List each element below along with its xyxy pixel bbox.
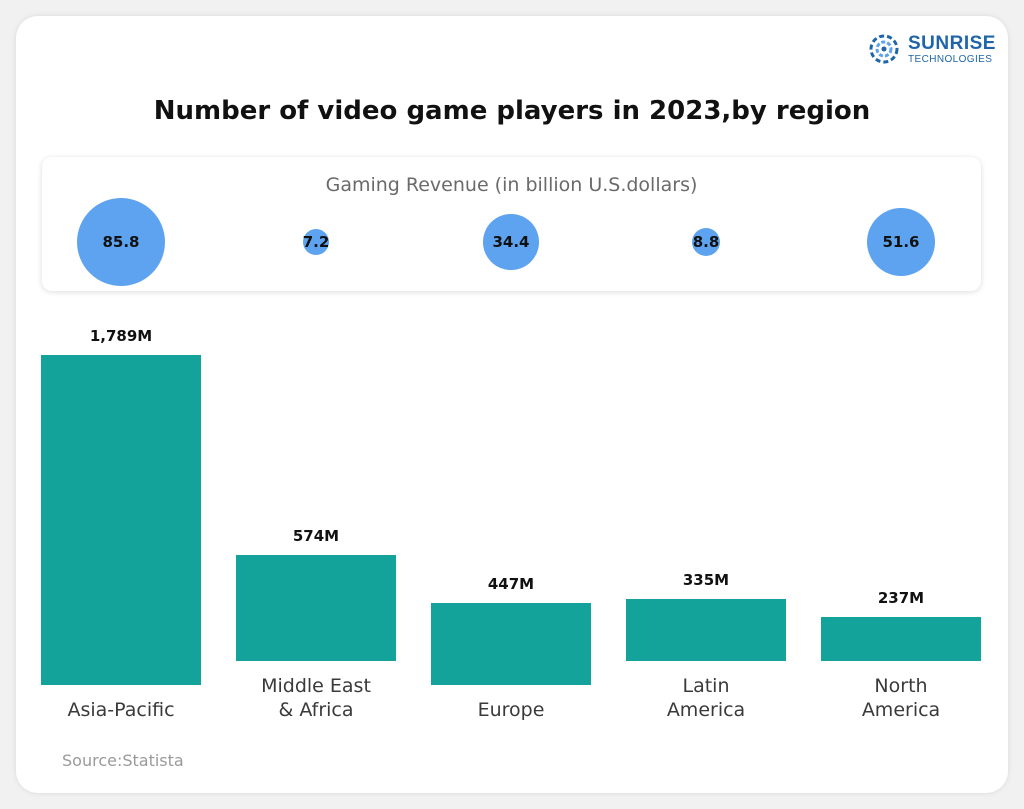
- category-label: Asia-Pacific: [31, 698, 211, 722]
- player-bar: [236, 555, 396, 661]
- revenue-bubble-label: 51.6: [882, 232, 920, 251]
- revenue-bubble: 85.8: [77, 198, 165, 286]
- revenue-bubble: 51.6: [866, 207, 936, 277]
- category-label: Europe: [421, 698, 601, 722]
- revenue-bubble-label: 7.2: [302, 233, 330, 251]
- revenue-bubble-label: 34.4: [492, 232, 530, 251]
- player-bar: [626, 599, 786, 661]
- player-bar: [431, 602, 591, 685]
- category-label: North America: [811, 674, 991, 722]
- chart-title: Number of video game players in 2023,by …: [153, 96, 871, 126]
- bar-value-label: 237M: [877, 589, 925, 608]
- revenue-bubble-label: 85.8: [102, 233, 140, 251]
- category-label-line: & Africa: [278, 699, 354, 721]
- sunrise-logo: SUNRISE TECHNOLOGIES: [868, 33, 998, 69]
- category-label: Latin America: [616, 674, 796, 722]
- revenue-bubble: 34.4: [483, 214, 539, 270]
- revenue-bubble: 7.2: [303, 229, 329, 255]
- player-bar: [41, 355, 201, 685]
- revenue-title: Gaming Revenue (in billion U.S.dollars): [325, 174, 698, 196]
- player-bar: [821, 617, 981, 661]
- category-label-line: North: [874, 675, 928, 697]
- revenue-bubble-label: 8.8: [692, 232, 720, 251]
- source-note: Source:Statista: [62, 751, 184, 770]
- bar-value-label: 447M: [487, 574, 535, 593]
- category-label-line: America: [666, 699, 746, 721]
- bar-value-label: 1,789M: [89, 327, 153, 345]
- category-label-line: Latin: [682, 675, 730, 697]
- revenue-bubble: 8.8: [691, 227, 721, 257]
- bar-value-label: 574M: [292, 527, 340, 546]
- sunrise-globe-icon: [869, 34, 899, 64]
- revenue-panel: Gaming Revenue (in billion U.S.dollars) …: [42, 157, 981, 291]
- category-label: Middle East & Africa: [226, 674, 406, 722]
- category-label-line: Asia-Pacific: [67, 699, 175, 721]
- logo-name: SUNRISE: [908, 33, 996, 54]
- category-label-line: Middle East: [261, 675, 371, 697]
- category-label-line: America: [861, 699, 941, 721]
- bar-value-label: 335M: [682, 571, 730, 590]
- category-label-line: Europe: [477, 699, 545, 721]
- logo-tagline: TECHNOLOGIES: [908, 54, 993, 65]
